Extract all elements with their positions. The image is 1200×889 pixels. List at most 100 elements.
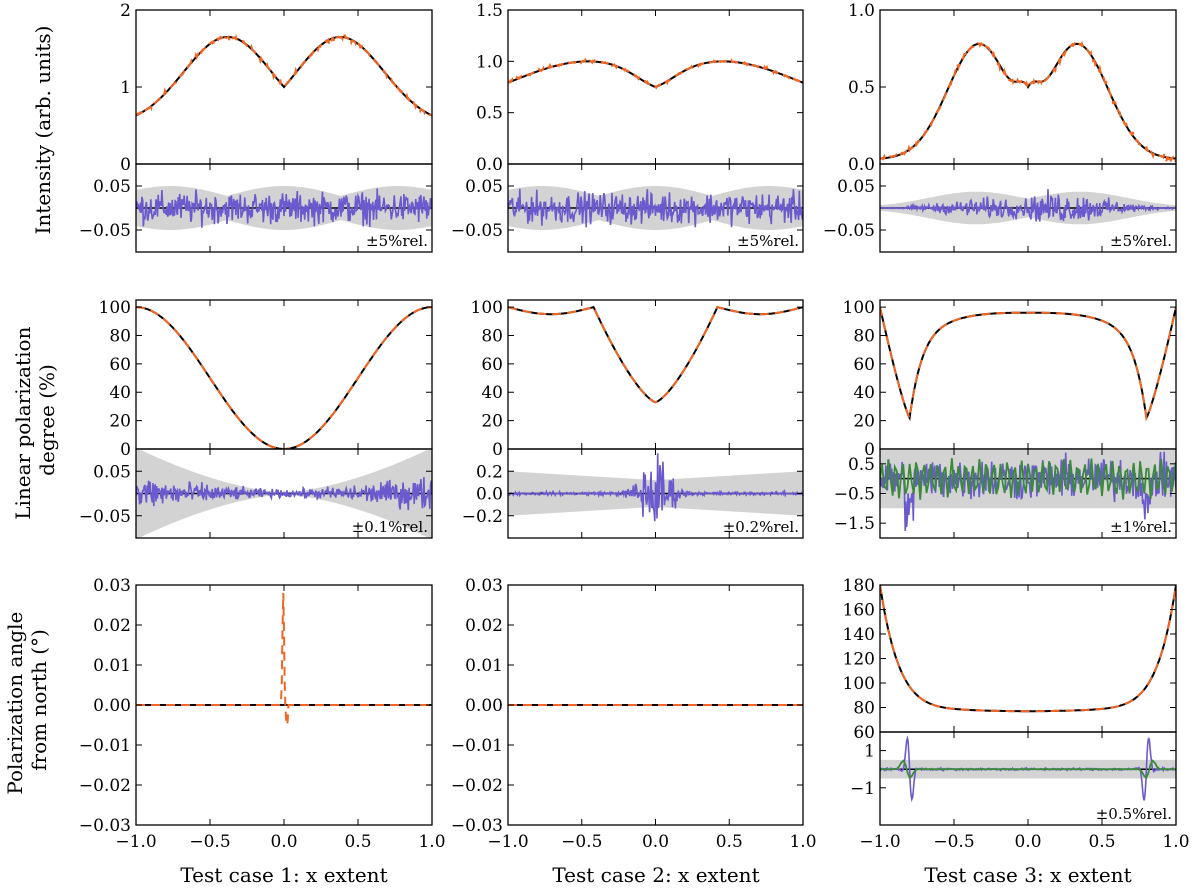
- axes-frame: [879, 299, 1177, 450]
- y-tick-label: 80: [853, 326, 875, 346]
- tolerance-annotation: ±5%rel.: [366, 232, 428, 250]
- y-tick-label: −0.05: [79, 507, 131, 527]
- plot-area-c1-intensity: [136, 32, 432, 117]
- plot-area-c2-intensity: [508, 56, 803, 90]
- y-tick-label: −0.05: [823, 221, 875, 241]
- x-tick-label: 0.0: [1014, 832, 1041, 852]
- labels-layer: Intensity (arb. units) Linear polarizati…: [3, 26, 1132, 887]
- y-tick-label: 120: [843, 650, 875, 670]
- panel-c3-polangle: 60 80 100 120 140 160 180: [843, 576, 1177, 743]
- plot-area-c1-intensity-res: [136, 186, 432, 230]
- residual-series: [136, 188, 432, 228]
- x-tick-label: 1.0: [418, 832, 445, 852]
- y-tick-label: 40: [109, 383, 131, 403]
- y-tick-label: 0: [120, 440, 131, 460]
- y-tick-label: −0.01: [79, 736, 131, 756]
- reference-curve: [880, 42, 1176, 160]
- y-tick-label: 0.05: [837, 177, 875, 197]
- y-tick-label: 20: [853, 412, 875, 432]
- axes-frame: [135, 299, 433, 450]
- panel-c2-poldeg: 0 20 40 60 80 100: [471, 298, 804, 460]
- y-tick-label: 160: [843, 601, 875, 621]
- y-tick-label: 0: [492, 440, 503, 460]
- panel-c2-poldeg-res: ±0.2%rel. 0.2 0.0−0.2: [462, 448, 804, 539]
- y-tick-label: 2: [120, 1, 131, 21]
- row-label-pol-angle: Polarization angle from north (°): [3, 605, 51, 794]
- y-tick-label: 0.01: [465, 656, 503, 676]
- y-tick-label: 0.5: [476, 104, 503, 124]
- model-curve: [880, 306, 1176, 421]
- x-tick-label: 0.5: [344, 832, 371, 852]
- panel-c2-intensity: 0.0 0.5 1.0 1.5: [476, 1, 804, 175]
- y-tick-label: −0.03: [79, 816, 131, 836]
- y-tick-label: 80: [853, 699, 875, 719]
- panel-c3-poldeg: 0 20 40 60 80 100: [843, 298, 1177, 460]
- col-label-case-2: Test case 2: x extent: [552, 863, 759, 887]
- residual-series-alt: [880, 458, 1176, 500]
- x-tick-label: 0.0: [270, 832, 297, 852]
- plot-area-c2-poldeg: [508, 305, 803, 404]
- plot-area-c2-poldeg-res: [508, 453, 803, 522]
- y-tick-label: −1.5: [834, 514, 875, 534]
- y-tick-label: −0.05: [451, 221, 503, 241]
- axes-layer: 0 1 2 ±5%rel. 0.05 −0.05 0.0 0.5 1.0 1.5 ±5%rel. 0.…: [79, 1, 1190, 852]
- residual-series: [880, 189, 1176, 222]
- y-tick-label: 60: [853, 355, 875, 375]
- panel-c1-poldeg-res: ±0.1%rel. 0.05 −0.05: [79, 448, 433, 539]
- panel-c3-intensity-res: ±5%rel. 0.05 −0.05: [823, 163, 1177, 253]
- y-tick-label: 0.02: [93, 616, 131, 636]
- plot-area-c3-polangle: [880, 585, 1176, 713]
- tolerance-annotation: ±1%rel.: [1110, 518, 1172, 536]
- y-tick-label: −0.03: [451, 816, 503, 836]
- y-tick-label: 1.5: [476, 1, 503, 21]
- model-curve: [880, 40, 1176, 162]
- y-tick-label: 60: [481, 355, 503, 375]
- y-tick-label: 60: [109, 355, 131, 375]
- y-tick-label: 40: [481, 383, 503, 403]
- panel-c2-polangle: 0.03 0.02 0.01 0.00 −0.01 −0.02 −0.03−1.0 −0.5 0…: [451, 576, 817, 852]
- x-tick-label: 0.5: [716, 832, 743, 852]
- y-tick-label: 0.0: [476, 155, 503, 175]
- residual-series: [508, 188, 803, 228]
- model-curve: [880, 585, 1176, 713]
- x-tick-label: −1.0: [859, 832, 900, 852]
- y-tick-label: 1: [120, 78, 131, 98]
- row-label-pol-degree: Linear polarization degree (%): [11, 320, 59, 520]
- x-tick-label: −1.0: [115, 832, 156, 852]
- y-tick-label: 20: [481, 412, 503, 432]
- reference-curve: [880, 585, 1176, 713]
- panel-c2-intensity-res: ±5%rel. 0.05 −0.05: [451, 163, 804, 253]
- x-tick-label: 0.0: [642, 832, 669, 852]
- tolerance-annotation: ±0.2%rel.: [723, 518, 799, 536]
- y-tick-label: 0.00: [465, 696, 503, 716]
- model-curve: [136, 306, 432, 449]
- tolerance-annotation: ±0.5%rel.: [1096, 805, 1172, 823]
- model-curve: [508, 56, 803, 90]
- plot-area-c3-intensity: [880, 40, 1176, 162]
- y-tick-label: 80: [481, 326, 503, 346]
- axes-frame: [507, 299, 804, 450]
- residual-series-alt: [880, 759, 1176, 779]
- y-tick-label: 60: [853, 723, 875, 743]
- y-tick-label: 0.03: [93, 576, 131, 596]
- panel-c1-intensity: 0 1 2: [120, 1, 433, 175]
- y-tick-label: 0.05: [465, 177, 503, 197]
- y-tick-label: −0.5: [834, 485, 875, 505]
- y-tick-label: 0.05: [93, 177, 131, 197]
- y-tick-label: 0.0: [848, 155, 875, 175]
- y-tick-label: −0.01: [451, 736, 503, 756]
- plot-area-c1-poldeg: [136, 306, 432, 449]
- y-tick-label: 0.2: [476, 462, 503, 482]
- panel-c3-poldeg-res: ±1%rel. 0.5 −0.5 −1.5: [834, 448, 1177, 539]
- y-tick-label: 0.03: [465, 576, 503, 596]
- plot-area-c3-poldeg: [880, 306, 1176, 421]
- plot-area-c1-poldeg-res: [136, 449, 432, 538]
- residual-series: [508, 453, 803, 522]
- tolerance-annotation: ±5%rel.: [1110, 232, 1172, 250]
- y-tick-label: −0.05: [79, 221, 131, 241]
- plot-area-c3-polangle-res: [880, 735, 1176, 803]
- y-tick-label: 1.0: [476, 52, 503, 72]
- y-tick-label: −0.2: [462, 507, 503, 527]
- y-tick-label: 0.05: [93, 462, 131, 482]
- y-tick-label: −1: [850, 779, 875, 799]
